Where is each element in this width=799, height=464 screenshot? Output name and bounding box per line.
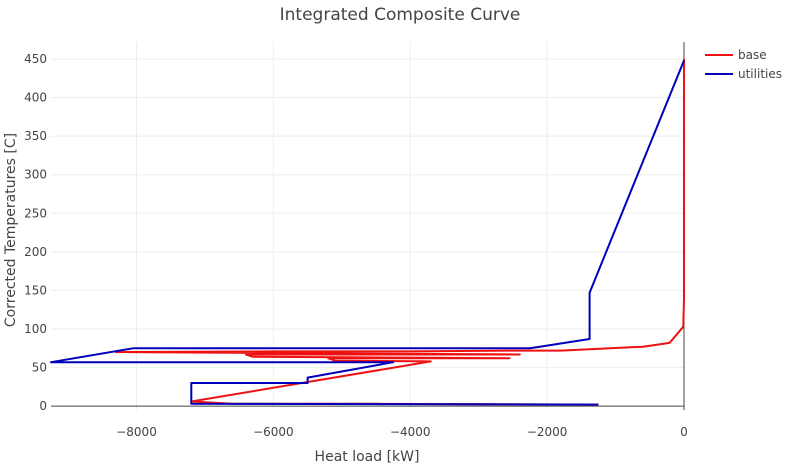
x-tick-label: −6000 — [253, 425, 294, 439]
plot-area — [50, 59, 685, 406]
y-tick-label: 0 — [39, 399, 47, 413]
y-tick-label: 50 — [32, 361, 47, 375]
y-tick-label: 350 — [24, 129, 47, 143]
x-axis-title: Heat load [kW] — [315, 449, 420, 464]
y-tick-label: 250 — [24, 206, 47, 220]
chart-title: Integrated Composite Curve — [280, 5, 521, 25]
legend-label-utilities: utilities — [738, 67, 782, 81]
x-axis-ticks: −8000 −6000 −4000 −2000 0 — [116, 425, 688, 439]
series-line-utilities — [50, 60, 685, 406]
legend-label-base: base — [738, 48, 767, 62]
y-tick-label: 450 — [24, 52, 47, 66]
y-tick-label: 300 — [24, 168, 47, 182]
x-tick-label: −4000 — [390, 425, 431, 439]
x-tick-label: 0 — [680, 425, 688, 439]
y-axis-ticks: 0 50 100 150 200 250 300 350 400 450 — [24, 52, 47, 413]
y-tick-label: 200 — [24, 245, 47, 259]
y-tick-label: 100 — [24, 322, 47, 336]
grid — [51, 42, 684, 410]
y-tick-label: 400 — [24, 91, 47, 105]
y-tick-label: 150 — [24, 283, 47, 297]
x-tick-label: −2000 — [527, 425, 568, 439]
x-tick-label: −8000 — [116, 425, 157, 439]
series-line-base — [115, 59, 685, 406]
y-axis-title: Corrected Temperatures [C] — [3, 133, 19, 327]
legend: base utilities — [705, 48, 782, 81]
